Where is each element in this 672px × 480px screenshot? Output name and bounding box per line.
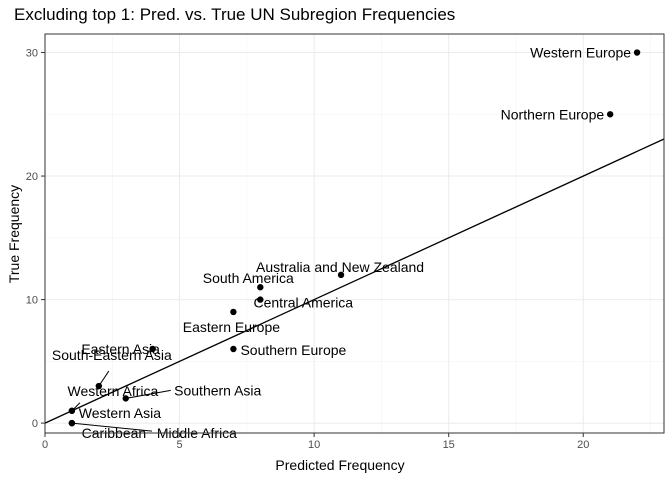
data-point: [337, 271, 345, 279]
data-point: [68, 419, 76, 427]
plot-panel: [44, 33, 665, 434]
chart-title: Excluding top 1: Pred. vs. True UN Subre…: [14, 5, 455, 24]
point-label: Eastern Europe: [183, 319, 280, 335]
reference-line: [44, 138, 665, 424]
point-label: Western Europe: [530, 45, 631, 61]
y-tick-label: 10: [26, 295, 38, 307]
panel-border: [44, 33, 665, 434]
point-label: Eastern Asia: [81, 341, 160, 357]
y-tick-label: 0: [32, 418, 38, 430]
data-points: [68, 49, 641, 427]
data-point: [606, 111, 614, 118]
x-tick-label: 15: [443, 439, 455, 451]
y-axis-title: True Frequency: [6, 185, 22, 283]
data-point: [122, 395, 129, 402]
point-label: Northern Europe: [501, 106, 605, 122]
data-point: [230, 345, 237, 353]
major-gridlines: [44, 34, 664, 433]
y-tick-label: 20: [26, 171, 38, 183]
data-point: [68, 407, 76, 414]
point-labels: Western Europe Northern Europe Australia a…: [52, 45, 631, 442]
x-tick-label: 10: [308, 439, 320, 451]
data-point: [230, 308, 237, 316]
x-tick-label: 0: [42, 439, 48, 451]
label-leader: [125, 389, 171, 399]
point-label: Southern Europe: [240, 342, 346, 358]
data-point: [149, 345, 156, 353]
data-point: [257, 284, 264, 291]
point-label: South-Eastern Asia: [52, 347, 172, 363]
axis-ticks: 0 5 10 15 20 0 10 20 30: [26, 48, 590, 451]
point-label: Western Africa: [68, 383, 159, 399]
point-label: South America: [203, 270, 294, 286]
data-point: [633, 49, 641, 56]
x-axis-title: Predicted Frequency: [275, 457, 404, 473]
label-leader: [71, 422, 152, 432]
x-tick-label: 5: [177, 439, 183, 451]
point-label: Australia and New Zealand: [256, 259, 424, 275]
minor-gridlines: [45, 34, 664, 433]
y-tick-label: 30: [26, 48, 38, 60]
data-point: [95, 382, 103, 390]
point-label: Southern Asia: [174, 382, 261, 398]
point-label: Western Asia: [79, 405, 161, 421]
data-point: [257, 296, 264, 303]
point-label: Central America: [254, 295, 354, 311]
x-tick-label: 20: [577, 439, 589, 451]
